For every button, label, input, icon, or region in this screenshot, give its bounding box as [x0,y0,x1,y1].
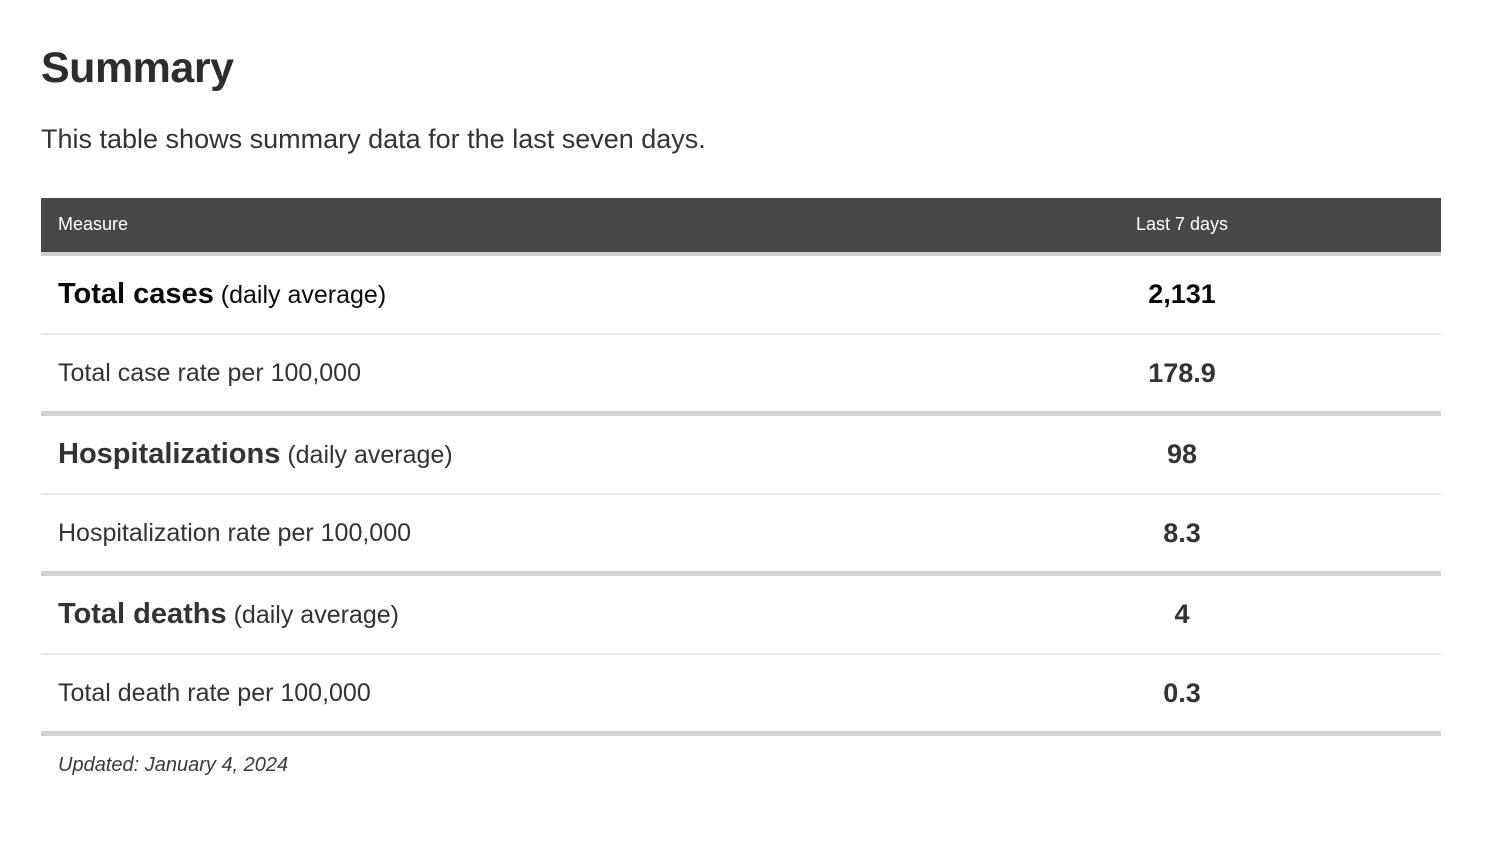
table-row-total-deaths: Total deaths (daily average) 4 [41,573,1441,655]
page-subtitle: This table shows summary data for the la… [41,124,706,155]
measure-label: Total cases [58,277,214,310]
table-header-row: Measure Last 7 days [41,197,1441,256]
column-header-measure: Measure [41,197,923,256]
measure-cell: Hospitalizations (daily average) [41,413,923,495]
table-row-total-case-rate: Total case rate per 100,000 178.9 [41,333,1441,417]
measure-label: Total deaths [58,598,227,631]
measure-qualifier: (daily average) [233,601,399,630]
table-row-total-cases: Total cases (daily average) 2,131 [41,253,1441,335]
value-cell: 2,131 [923,253,1441,335]
updated-note: Updated: January 4, 2024 [58,754,289,777]
measure-qualifier: (daily average) [220,280,387,309]
table-row-hospitalization-rate: Hospitalization rate per 100,000 8.3 [41,493,1441,577]
value-cell: 8.3 [923,493,1441,577]
value-cell: 178.9 [923,333,1441,417]
measure-cell: Total cases (daily average) [41,253,923,335]
value-cell: 4 [923,573,1441,655]
measure-label: Hospitalizations [58,438,281,471]
page-title: Summary [41,44,234,92]
measure-qualifier: (daily average) [287,441,453,470]
table-row-hospitalizations: Hospitalizations (daily average) 98 [41,413,1441,495]
measure-cell: Total death rate per 100,000 [41,653,923,737]
table-header: Measure Last 7 days [41,197,1441,256]
table-row-total-death-rate: Total death rate per 100,000 0.3 [41,653,1441,737]
value-cell: 98 [923,413,1441,495]
value-cell: 0.3 [923,653,1441,737]
summary-section: Summary This table shows summary data fo… [41,44,1441,777]
measure-cell: Hospitalization rate per 100,000 [41,493,923,577]
table-body: Total cases (daily average) 2,131 Total … [41,253,1441,737]
summary-table: Measure Last 7 days Total cases (daily a… [41,197,1441,737]
measure-cell: Total case rate per 100,000 [41,333,923,417]
column-header-last-7-days: Last 7 days [923,197,1441,256]
measure-cell: Total deaths (daily average) [41,573,923,655]
